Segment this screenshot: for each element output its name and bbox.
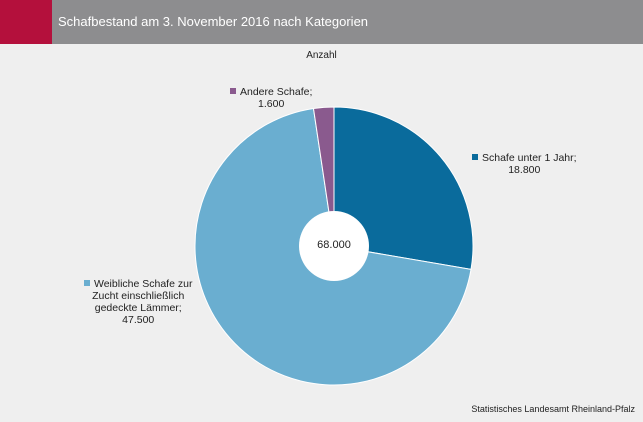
total-label: 68.000: [317, 239, 351, 251]
slice-label-line: gedeckte Lämmer;: [94, 302, 182, 314]
slice-label-line: Zucht einschließlich: [92, 290, 185, 302]
chart-title: Schafbestand am 3. November 2016 nach Ka…: [58, 14, 369, 29]
slice-value: 1.600: [258, 98, 285, 110]
slice-value: 18.800: [508, 164, 541, 176]
slice-value: 47.500: [122, 314, 155, 326]
pie-slice-0: [333, 106, 474, 270]
source-note: Statistisches Landesamt Rheinland-Pfalz: [471, 404, 635, 414]
slice-label-line: Andere Schafe;: [240, 86, 313, 98]
slice-label-line: Schafe unter 1 Jahr;: [482, 152, 577, 164]
slice-marker: [472, 154, 478, 160]
slice-marker: [84, 280, 90, 286]
pie-slice-2: [312, 106, 335, 247]
header-bar: [0, 0, 643, 44]
slice-label-andere-schafe: Andere Schafe; 1.600: [230, 86, 312, 110]
donut-hole: [299, 211, 369, 281]
slice-marker: [230, 88, 236, 94]
unit-label: Anzahl: [306, 50, 337, 61]
slice-label-weibliche-schafe: Weibliche Schafe zur Zucht einschließlic…: [84, 278, 192, 326]
slice-label-schafe-unter-1-jahr: Schafe unter 1 Jahr; 18.800: [472, 152, 577, 176]
slice-label-line: Weibliche Schafe zur: [94, 278, 193, 290]
header-accent-block: [0, 0, 52, 44]
